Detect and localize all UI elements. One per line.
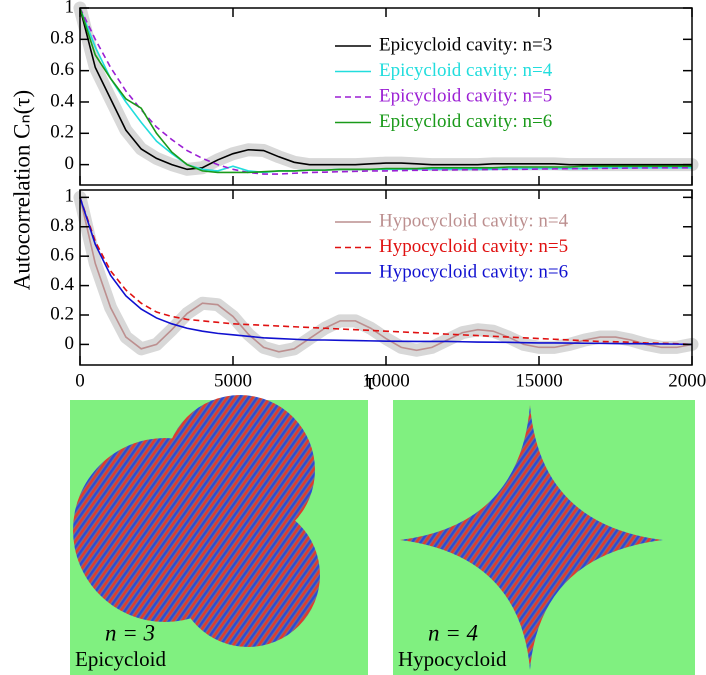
- y-tick-label: 0.4: [50, 274, 74, 295]
- y-tick-label: 0.6: [50, 245, 74, 266]
- series-line: [79, 197, 693, 346]
- series-line: [79, 197, 693, 353]
- series-line: [79, 197, 693, 346]
- y-tick-label: 0.8: [50, 28, 74, 49]
- x-axis-label: τ: [365, 369, 375, 396]
- legend-label: Hypocycloid cavity: n=5: [379, 236, 568, 257]
- legend-label: Epicycloid cavity: n=5: [379, 85, 552, 106]
- panel-label: n = 4: [428, 620, 478, 645]
- y-tick-label: 0.2: [50, 303, 74, 324]
- x-tick-label: 20000: [668, 370, 706, 391]
- y-tick-label: 0.6: [50, 59, 74, 80]
- series-line: [79, 7, 692, 175]
- x-tick-label: 0: [75, 370, 85, 391]
- y-tick-label: 0.4: [50, 90, 74, 111]
- y-tick-label: 0.8: [50, 215, 74, 236]
- series-line: [79, 7, 692, 171]
- series-line: [79, 7, 692, 174]
- y-tick-label: 0.2: [50, 122, 74, 143]
- panel-hypocycloid: n = 4 Hypocycloid: [393, 400, 695, 675]
- legend-label: Hypocycloid cavity: n=6: [379, 261, 568, 282]
- legend-label: Hypocycloid cavity: n=4: [379, 210, 569, 231]
- y-tick-label: 0: [65, 153, 75, 174]
- panel-epicycloid: n = 3 Epicycloid: [70, 395, 368, 675]
- y-tick-label: 0: [65, 333, 75, 354]
- panel-caption: Hypocycloid: [398, 647, 507, 671]
- y-axis-label: Autocorrelation Cₙ(τ): [9, 90, 34, 290]
- legend-label: Epicycloid cavity: n=6: [379, 111, 552, 132]
- x-tick-label: 10000: [362, 370, 410, 391]
- panel-label: n = 3: [105, 620, 155, 645]
- legend-label: Epicycloid cavity: n=4: [379, 60, 553, 81]
- legend-label: Epicycloid cavity: n=3: [379, 34, 552, 55]
- y-tick-label: 1: [65, 0, 75, 17]
- panel-caption: Epicycloid: [75, 647, 166, 671]
- x-tick-label: 5000: [214, 370, 252, 391]
- x-tick-label: 15000: [515, 370, 563, 391]
- y-tick-label: 1: [65, 186, 75, 207]
